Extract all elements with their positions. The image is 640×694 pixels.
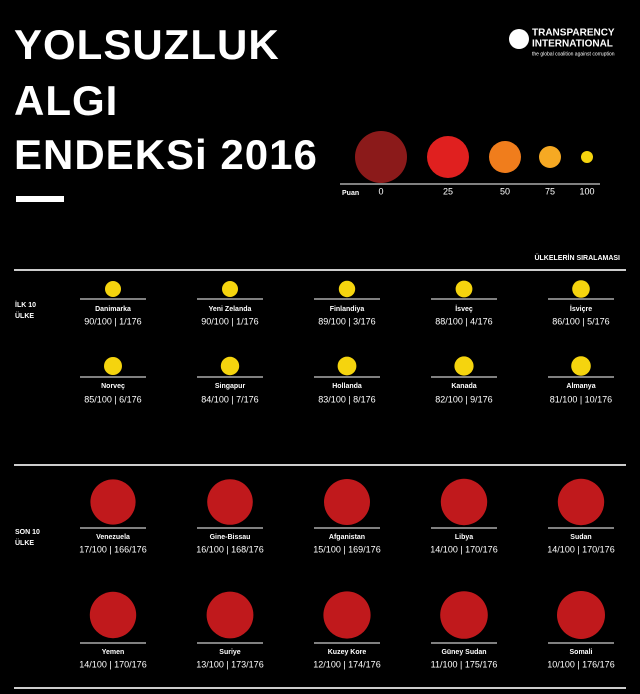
ranking-title: ÜLKELERİN SIRALAMASI (534, 253, 620, 262)
country-score: 13/100 | 173/176 (196, 659, 263, 669)
title-line: ALGI (14, 77, 118, 124)
country-circle (220, 356, 240, 376)
country-circle (324, 479, 370, 525)
country-circle (572, 280, 590, 298)
country-circle (206, 591, 254, 639)
country-score: 89/100 | 3/176 (318, 316, 375, 326)
country-name: Finlandiya (330, 306, 365, 313)
country-name: Somali (570, 649, 593, 656)
legend-circle (427, 136, 469, 178)
country-score: 81/100 | 10/176 (550, 394, 612, 404)
country-score: 17/100 | 166/176 (79, 544, 146, 554)
country-score: 14/100 | 170/176 (430, 544, 497, 554)
country-name: Sudan (570, 534, 591, 541)
logo-text: INTERNATIONAL (532, 39, 613, 50)
country-circle (454, 356, 474, 376)
section-label: İLK 10 (15, 301, 36, 309)
legend-circle (489, 141, 521, 173)
country-score: 88/100 | 4/176 (435, 316, 492, 326)
country-score: 85/100 | 6/176 (84, 394, 141, 404)
country-name: Norveç (101, 383, 125, 390)
country-score: 10/100 | 176/176 (547, 659, 614, 669)
country-circle (455, 280, 473, 298)
country-name: İsveç (455, 305, 473, 313)
country-name: Afganistan (329, 534, 365, 541)
section-label: ÜLKE (15, 311, 34, 320)
country-name: Gine-Bissau (210, 534, 251, 541)
country-circle (571, 356, 591, 376)
country-name: İsviçre (570, 305, 592, 313)
country-name: Libya (455, 534, 473, 541)
country-name: Güney Sudan (441, 649, 486, 656)
title-line: ENDEKSi 2016 (14, 131, 318, 178)
country-score: 83/100 | 8/176 (318, 394, 375, 404)
country-circle (440, 591, 488, 639)
country-score: 14/100 | 170/176 (79, 659, 146, 669)
country-name: Hollanda (332, 383, 362, 390)
country-name: Singapur (215, 383, 246, 390)
section-label: ÜLKE (15, 538, 34, 547)
section-label: SON 10 (15, 529, 40, 536)
country-circle (440, 478, 488, 526)
country-name: Kanada (451, 383, 476, 390)
legend-value: 50 (500, 186, 510, 196)
country-circle (207, 479, 253, 525)
country-circle (90, 479, 136, 525)
title-line: YOLSUZLUK (14, 21, 280, 68)
country-score: 82/100 | 9/176 (435, 394, 492, 404)
country-name: Almanya (566, 383, 595, 390)
country-name: Yemen (102, 649, 125, 656)
country-score: 84/100 | 7/176 (201, 394, 258, 404)
country-circle (104, 357, 122, 375)
country-score: 86/100 | 5/176 (552, 316, 609, 326)
country-score: 14/100 | 170/176 (547, 544, 614, 554)
logo-icon (509, 29, 529, 49)
logo-tagline: the global coalition against corruption (532, 51, 615, 57)
country-score: 15/100 | 169/176 (313, 544, 380, 554)
logo-text: TRANSPARENCY (532, 28, 615, 39)
legend-circle (581, 151, 593, 163)
country-circle (337, 356, 357, 376)
country-circle (89, 591, 137, 639)
legend-value: 100 (579, 186, 594, 196)
country-name: Suriye (219, 649, 241, 656)
legend-label: Puan (342, 190, 359, 197)
legend-circle (355, 131, 407, 183)
country-circle (222, 281, 238, 297)
country-circle (557, 591, 605, 639)
country-score: 11/100 | 175/176 (431, 659, 498, 669)
country-name: Venezuela (96, 534, 130, 541)
country-score: 90/100 | 1/176 (201, 316, 258, 326)
country-score: 12/100 | 174/176 (313, 659, 380, 669)
legend-circle (539, 146, 561, 168)
country-score: 16/100 | 168/176 (196, 544, 263, 554)
country-circle (323, 591, 371, 639)
country-score: 90/100 | 1/176 (84, 316, 141, 326)
legend-value: 25 (443, 186, 453, 196)
legend-value: 75 (545, 186, 555, 196)
country-name: Kuzey Kore (328, 649, 367, 656)
country-circle (105, 281, 121, 297)
title-underline (16, 196, 64, 202)
country-circle (557, 478, 605, 526)
legend-value: 0 (378, 186, 383, 196)
country-name: Yeni Zelanda (209, 306, 252, 313)
country-circle (338, 280, 356, 298)
country-name: Danimarka (95, 306, 131, 313)
